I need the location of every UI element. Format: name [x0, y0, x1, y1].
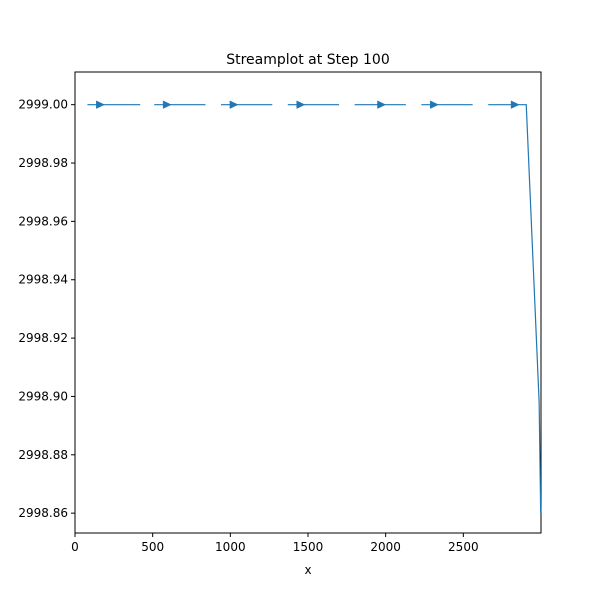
x-tick-label: 1500: [293, 540, 324, 554]
stream-lines: [87, 100, 542, 514]
x-tick-label: 2000: [370, 540, 401, 554]
x-tick-label: 1000: [215, 540, 246, 554]
y-tick-label: 2999.00: [18, 98, 68, 112]
y-tick-label: 2998.92: [18, 331, 68, 345]
stream-arrow: [296, 100, 306, 109]
x-tick-label: 0: [71, 540, 79, 554]
stream-arrow: [377, 100, 387, 109]
x-axis-label: x: [304, 563, 311, 577]
x-tick-label: 500: [141, 540, 164, 554]
y-tick-label: 2998.90: [18, 389, 68, 403]
stream-arrow: [96, 100, 105, 109]
stream-arrow: [162, 100, 172, 109]
y-axis: 2998.86 2998.88 2998.90 2998.92 2998.94 2998.…: [18, 98, 75, 520]
x-axis: 0 500 1000 1500 2000 2500: [71, 533, 479, 554]
chart-title: Streamplot at Step 100: [226, 52, 390, 68]
y-tick-label: 2998.94: [18, 273, 68, 287]
stream-arrow: [510, 100, 520, 109]
stream-arrow: [229, 100, 239, 109]
stream-arrow: [430, 100, 439, 109]
y-tick-label: 2998.96: [18, 214, 68, 228]
y-tick-label: 2998.86: [18, 506, 68, 520]
stream-line: [488, 104, 542, 514]
y-tick-label: 2998.98: [18, 156, 68, 170]
y-tick-label: 2998.88: [18, 448, 68, 462]
x-tick-label: 2500: [448, 540, 479, 554]
